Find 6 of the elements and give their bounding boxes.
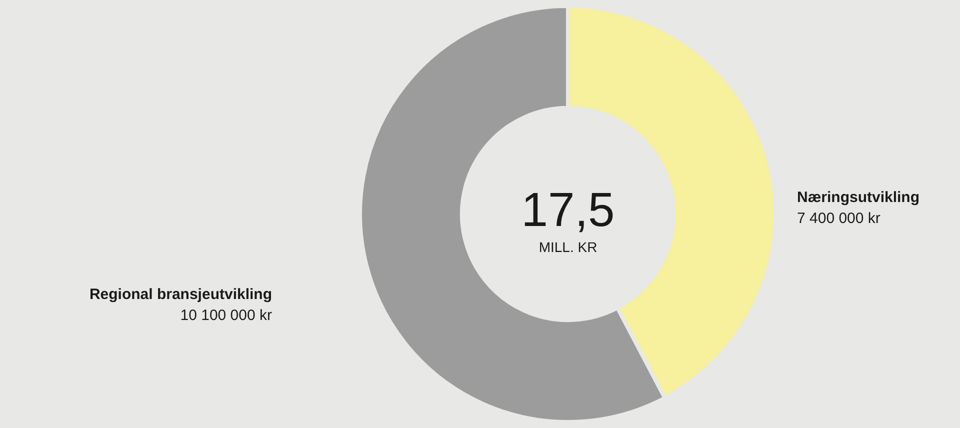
slice-label: Næringsutvikling	[797, 189, 920, 206]
text: 17,5	[521, 184, 615, 237]
data-label: 7 400 000 kr	[797, 210, 880, 227]
slice-label: Regional bransjeutvikling	[89, 286, 272, 303]
data-label: 10 100 000 kr	[180, 307, 272, 324]
text: MILL. KR	[538, 239, 598, 255]
